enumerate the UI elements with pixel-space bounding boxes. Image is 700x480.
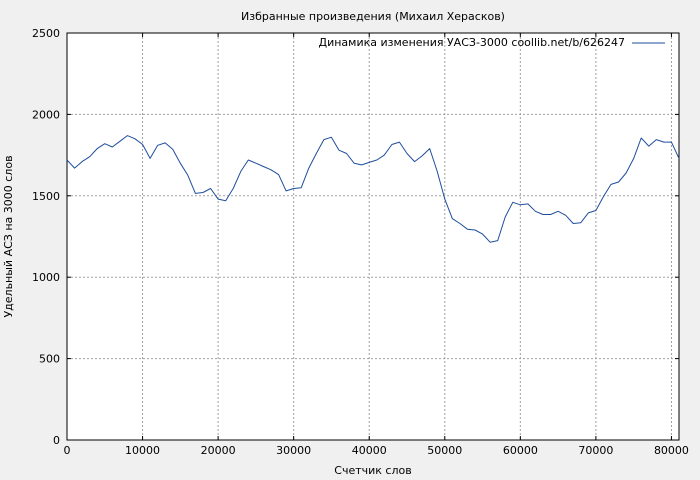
y-tick-label: 2000 xyxy=(32,108,60,121)
y-tick-label: 1500 xyxy=(32,190,60,203)
axis-ticks: 0 10000 20000 30000 40000 50000 60000 70000 8000… xyxy=(32,27,689,457)
x-tick-label: 20000 xyxy=(201,444,236,457)
x-tick-label: 50000 xyxy=(427,444,462,457)
y-tick-label: 2500 xyxy=(32,27,60,40)
series-line xyxy=(66,135,680,243)
x-tick-label: 80000 xyxy=(654,444,689,457)
y-tick-label: 1000 xyxy=(32,271,60,284)
grid xyxy=(67,33,679,440)
y-tick-label: 0 xyxy=(53,434,60,447)
x-axis-label: Счетчик слов xyxy=(334,464,411,477)
plot-area xyxy=(67,33,679,440)
chart-title: Избранные произведения (Михаил Херасков) xyxy=(241,10,505,23)
plot-frame xyxy=(66,32,680,441)
legend: Динамика изменения УАСЗ-3000 coollib.net… xyxy=(319,36,665,49)
x-tick-label: 0 xyxy=(64,444,71,457)
x-tick-label: 10000 xyxy=(125,444,160,457)
y-axis-label: Удельный АСЗ на 3000 слов xyxy=(2,155,15,317)
y-tick-label: 500 xyxy=(39,353,60,366)
x-tick-label: 70000 xyxy=(578,444,613,457)
x-tick-label: 40000 xyxy=(352,444,387,457)
legend-label: Динамика изменения УАСЗ-3000 coollib.net… xyxy=(319,36,626,49)
x-tick-label: 60000 xyxy=(503,444,538,457)
x-tick-label: 30000 xyxy=(276,444,311,457)
series-layer xyxy=(66,135,680,243)
